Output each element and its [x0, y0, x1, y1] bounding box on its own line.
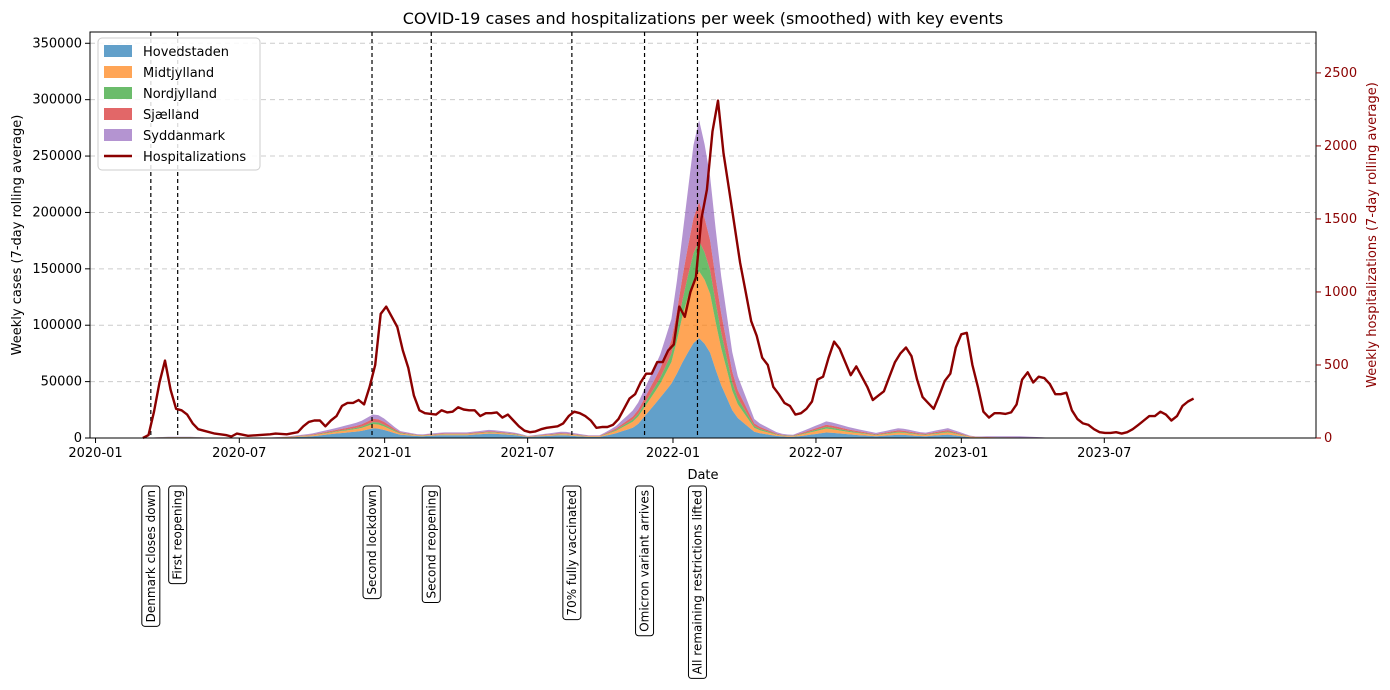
legend-label: Nordjylland — [143, 87, 217, 102]
event-label-box — [421, 485, 441, 604]
x-tick-label: 2022-01 — [646, 446, 700, 461]
legend-swatch — [104, 129, 132, 141]
x-tick-label: 2020-01 — [68, 446, 122, 461]
y-tick-label-left: 50000 — [41, 375, 82, 390]
legend-swatch — [104, 108, 132, 120]
legend-label: Hospitalizations — [143, 150, 246, 165]
x-tick-label: 2023-01 — [934, 446, 988, 461]
event-lines — [150, 32, 699, 438]
event-label-box — [168, 485, 188, 585]
chart-title: COVID-19 cases and hospitalizations per … — [403, 9, 1004, 28]
y-tick-label-left: 150000 — [32, 262, 82, 277]
legend-swatch — [104, 45, 132, 57]
event-label: Second reopening — [424, 490, 438, 599]
hospitalization-line — [142, 99, 1195, 440]
event-annotation: Second reopening — [421, 485, 441, 604]
event-label-box — [635, 485, 655, 637]
y-tick-label-left: 250000 — [32, 149, 82, 164]
y-tick-label-right: 2500 — [1324, 66, 1357, 81]
x-tick-label: 2020-07 — [212, 446, 266, 461]
event-annotation: Omicron variant arrives — [635, 485, 655, 637]
event-annotations: Denmark closes down First reopening Second… — [141, 485, 707, 679]
event-label-box — [687, 485, 707, 679]
x-axis-label: Date — [687, 468, 718, 483]
area-hovedstaden — [135, 338, 1208, 438]
event-label: 70% fully vaccinated — [565, 490, 579, 616]
event-annotation: Denmark closes down — [141, 485, 161, 627]
event-label: First reopening — [171, 490, 185, 580]
legend-label: Syddanmark — [143, 129, 226, 144]
plot-frame — [89, 31, 1317, 439]
y-tick-label-left: 300000 — [32, 93, 82, 108]
legend: Hovedstaden Midtjylland Nordjylland Sjællan… — [97, 37, 261, 171]
event-annotation: 70% fully vaccinated — [562, 485, 582, 621]
legend-swatch — [104, 87, 132, 99]
event-label-box — [141, 485, 161, 627]
legend-label: Hovedstaden — [143, 45, 229, 60]
legend-label: Sjælland — [143, 108, 199, 123]
y-tick-label-left: 200000 — [32, 205, 82, 220]
y-tick-label-right: 0 — [1324, 431, 1332, 446]
y-tick-label-right: 500 — [1324, 358, 1349, 373]
event-annotation: All remaining restrictions lifted — [687, 485, 707, 679]
event-annotation: Second lockdown — [362, 485, 382, 600]
x-tick-label: 2022-07 — [789, 446, 843, 461]
event-label: All remaining restrictions lifted — [690, 490, 704, 674]
event-label: Second lockdown — [365, 490, 379, 595]
y-tick-label-right: 2000 — [1324, 139, 1357, 154]
y-tick-label-left: 350000 — [32, 36, 82, 51]
y-tick-label-left: 100000 — [32, 318, 82, 333]
y-axis-right-label: Weekly hospitalizations (7-day rolling a… — [1365, 82, 1380, 388]
x-tick-label: 2021-01 — [357, 446, 411, 461]
event-label: Denmark closes down — [144, 490, 158, 622]
event-annotation: First reopening — [168, 485, 188, 585]
event-label: Omicron variant arrives — [638, 490, 652, 632]
event-label-box — [362, 485, 382, 600]
axes: 0 50000 100000 150000 200000 250000 300000 3500… — [32, 36, 1357, 461]
x-tick-label: 2021-07 — [500, 446, 554, 461]
event-label-box — [562, 485, 582, 621]
hospitalizations-line — [142, 99, 1195, 440]
y-axis-left-label: Weekly cases (7-day rolling average) — [10, 115, 25, 356]
stacked-areas — [135, 120, 1208, 438]
y-tick-label-right: 1500 — [1324, 212, 1357, 227]
y-tick-label-right: 1000 — [1324, 285, 1357, 300]
legend-swatch — [104, 66, 132, 78]
legend-box — [97, 37, 261, 171]
y-tick-label-left: 0 — [74, 431, 82, 446]
legend-label: Midtjylland — [143, 66, 214, 81]
x-tick-label: 2023-07 — [1077, 446, 1131, 461]
